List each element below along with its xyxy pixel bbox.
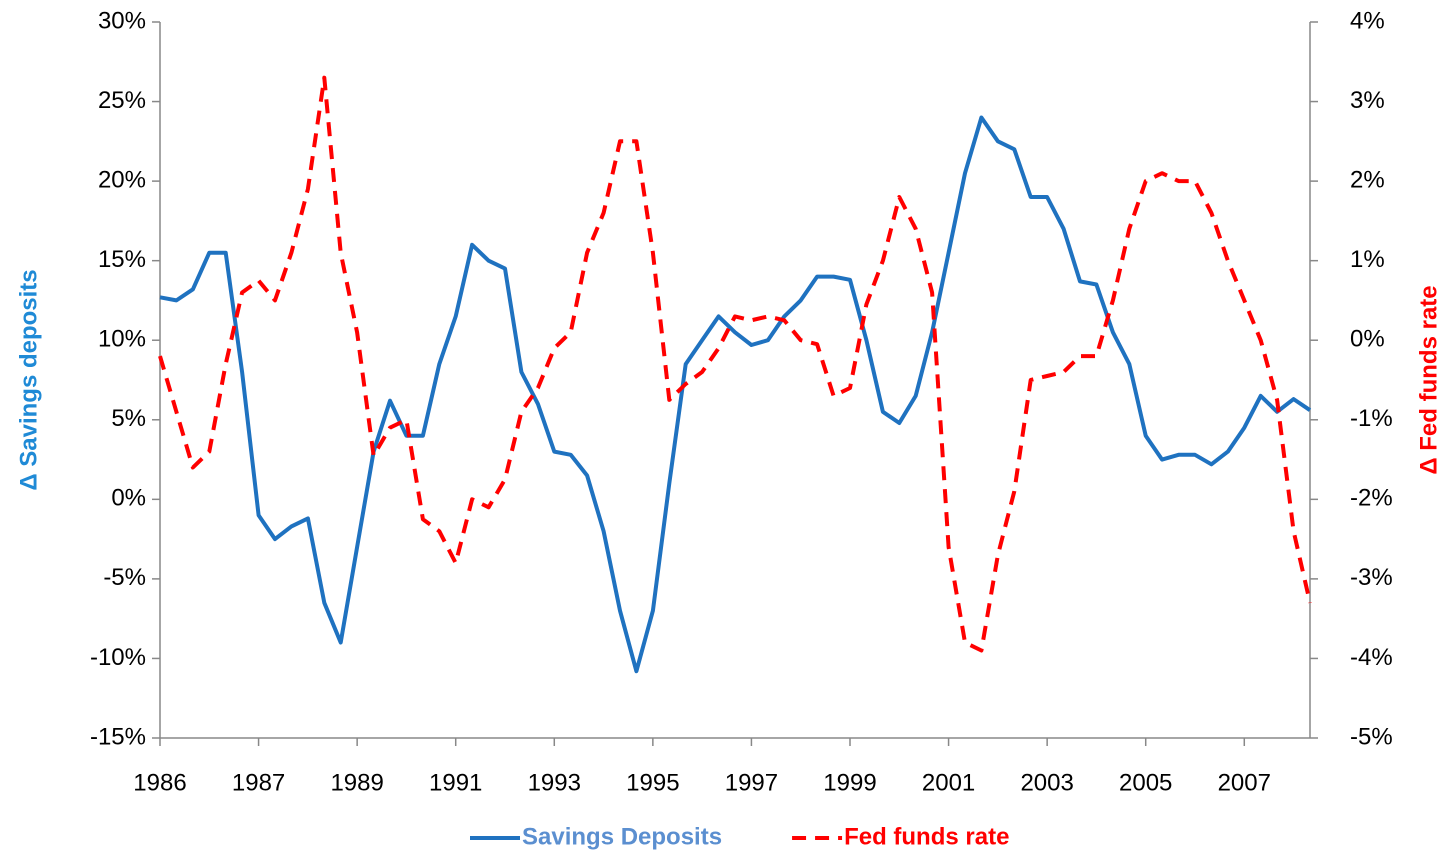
- legend-label: Fed funds rate: [844, 823, 1009, 850]
- x-tick-label: 2001: [922, 769, 975, 796]
- legend-label: Savings Deposits: [522, 823, 722, 850]
- series-line: [159, 115, 1312, 674]
- x-tick-label: 2007: [1218, 769, 1271, 796]
- y-tick-label: 10%: [98, 326, 146, 353]
- y2-axis-title: Δ Fed funds rate: [1415, 285, 1442, 474]
- y2-tick-label: 4%: [1350, 7, 1385, 34]
- series-line: [158, 75, 1312, 653]
- y-tick-label: -10%: [90, 644, 146, 671]
- y-tick-label: 20%: [98, 166, 146, 193]
- x-tick-label: 1997: [725, 769, 778, 796]
- x-tick-label: 1993: [528, 769, 581, 796]
- x-tick-label: 1999: [823, 769, 876, 796]
- y-tick-label: 30%: [98, 7, 146, 34]
- y2-tick-label: 3%: [1350, 87, 1385, 114]
- x-tick-label: 1995: [626, 769, 679, 796]
- y-tick-label: 5%: [111, 405, 146, 432]
- x-tick-label: 1989: [330, 769, 383, 796]
- y-tick-label: -15%: [90, 723, 146, 750]
- y2-tick-label: -3%: [1350, 564, 1393, 591]
- y-axis-title: Δ Savings deposits: [15, 269, 42, 490]
- y-tick-label: 0%: [111, 485, 146, 512]
- x-tick-label: 2003: [1020, 769, 1073, 796]
- y-tick-label: -5%: [103, 564, 146, 591]
- y2-tick-label: -5%: [1350, 723, 1393, 750]
- x-tick-label: 1986: [133, 769, 186, 796]
- y2-tick-label: -4%: [1350, 644, 1393, 671]
- y-tick-label: 15%: [98, 246, 146, 273]
- y2-tick-label: 2%: [1350, 166, 1385, 193]
- y2-tick-label: 0%: [1350, 326, 1385, 353]
- y-tick-label: 25%: [98, 87, 146, 114]
- x-tick-label: 1991: [429, 769, 482, 796]
- x-tick-label: 1987: [232, 769, 285, 796]
- y2-tick-label: -2%: [1350, 485, 1393, 512]
- y2-tick-label: 1%: [1350, 246, 1385, 273]
- y2-tick-label: -1%: [1350, 405, 1393, 432]
- x-tick-label: 2005: [1119, 769, 1172, 796]
